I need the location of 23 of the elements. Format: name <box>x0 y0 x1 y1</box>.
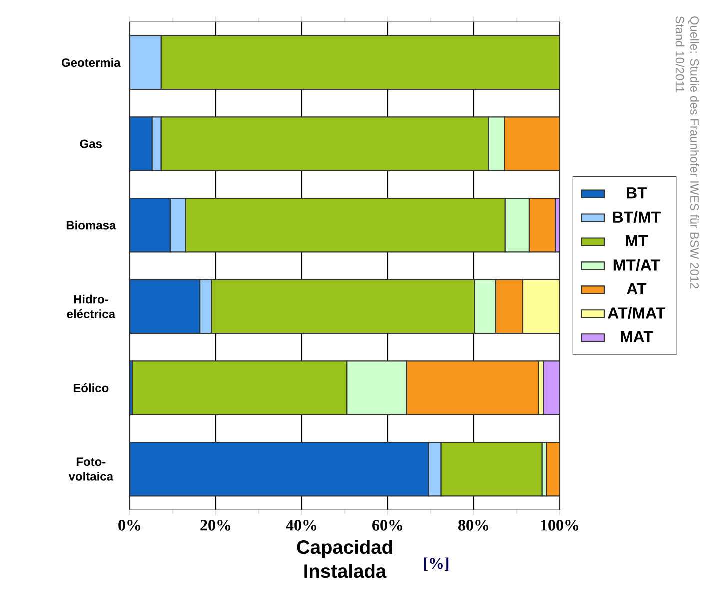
x-tick-label: 80% <box>458 520 488 531</box>
x-tick-label: 20% <box>200 520 230 531</box>
text: [%] <box>424 558 449 572</box>
legend-label: BT/MT <box>613 211 661 224</box>
legend-label: AT <box>627 283 647 294</box>
x-tick-label: 60% <box>372 520 402 531</box>
x-tick-label: 100% <box>541 520 578 531</box>
x-axis-title: Capacidad Instalada <box>297 540 392 578</box>
x-tick-label: 40% <box>286 520 316 531</box>
y-tick-label: Geotermia <box>62 58 121 68</box>
y-tick-label: Gas <box>80 140 102 148</box>
legend-label: AT/MAT <box>608 307 666 320</box>
y-tick-label: Foto- voltaica <box>68 458 114 481</box>
x-tick-label: 0% <box>118 520 140 531</box>
legend-label: MAT <box>621 331 654 342</box>
y-tick-label: Biomasa <box>66 220 116 230</box>
legend-label: MT/AT <box>614 259 660 272</box>
text: Stand 10/2011 <box>676 16 685 93</box>
legend-label: BT <box>627 188 648 199</box>
source-note: Quelle: Studie des Fraunhofer IWES für BSW 2012 <box>688 16 700 289</box>
y-tick-label: Eólico <box>74 384 109 392</box>
legend-label: MT <box>626 236 648 247</box>
y-tick-label: Hidro- eléctrica <box>67 294 116 318</box>
